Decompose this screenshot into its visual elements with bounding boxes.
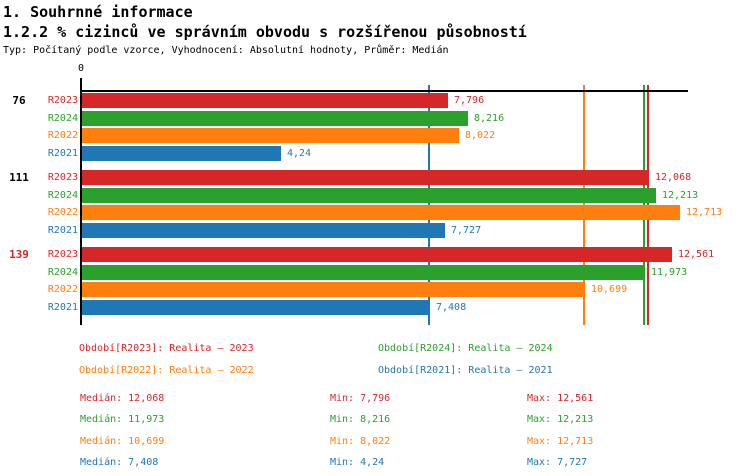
bar-R2024-76 — [82, 110, 468, 126]
stats-min-R2023: Min: 7,796 — [330, 393, 391, 404]
series-label-R2022: R2022 — [47, 207, 78, 218]
stats-min-R2024: Min: 8,216 — [330, 414, 391, 425]
stats-max-R2021: Max: 7,727 — [527, 457, 588, 468]
series-label-R2024: R2024 — [47, 112, 78, 124]
bar-R2024-139 — [82, 264, 645, 280]
series-label-R2024: R2024 — [47, 189, 78, 201]
axis-zero-label: 0 — [77, 63, 85, 74]
legend-item-R2023: Období[R2023]: Realita – 2023 — [79, 343, 254, 354]
stats-max-R2022: Max: 12,713 — [527, 436, 594, 447]
bar-R2021-111 — [82, 222, 445, 238]
bar-R2023-76 — [82, 93, 448, 108]
bar-R2024-111 — [82, 187, 656, 203]
series-label-R2021: R2021 — [47, 147, 78, 159]
legend-item-R2021: Období[R2021]: Realita – 2021 — [378, 365, 553, 376]
group-label: 76 — [12, 94, 26, 107]
bar-value-label: 12,068 — [655, 172, 692, 183]
bar-value-label: 7,796 — [454, 95, 485, 106]
bar-value-label: 8,022 — [465, 130, 496, 141]
chart-meta: Typ: Počítaný podle vzorce, Vyhodnocení:… — [3, 45, 449, 56]
bar-R2021-139 — [82, 299, 430, 315]
stats-median-R2021: Medián: 7,408 — [80, 457, 159, 468]
x-axis-line — [80, 90, 688, 92]
bar-R2021-76 — [82, 145, 281, 161]
bar-R2022-139 — [82, 282, 585, 297]
page-title: 1. Souhrnné informace — [3, 3, 193, 21]
group-label: 139 — [9, 248, 29, 261]
stats-median-R2024: Medián: 11,973 — [80, 414, 165, 425]
bar-value-label: 7,408 — [436, 301, 467, 313]
legend-item-R2022: Období[R2022]: Realita – 2022 — [79, 365, 254, 376]
legend-item-R2024: Období[R2024]: Realita – 2024 — [378, 343, 553, 354]
bar-value-label: 12,213 — [662, 189, 699, 201]
series-label-R2023: R2023 — [47, 95, 78, 106]
stats-median-R2022: Medián: 10,699 — [80, 436, 165, 447]
bar-value-label: 10,699 — [591, 284, 628, 295]
bar-R2022-76 — [82, 128, 459, 143]
y-axis-line — [80, 78, 82, 325]
bar-value-label: 8,216 — [474, 112, 505, 124]
bar-R2022-111 — [82, 205, 680, 220]
stats-median-R2023: Medián: 12,068 — [80, 393, 165, 404]
series-label-R2021: R2021 — [47, 301, 78, 313]
stats-max-R2024: Max: 12,213 — [527, 414, 594, 425]
bar-value-label: 4,24 — [287, 147, 312, 159]
bar-value-label: 12,713 — [686, 207, 723, 218]
stats-min-R2021: Min: 4,24 — [330, 457, 385, 468]
group-label: 111 — [9, 171, 29, 184]
series-label-R2021: R2021 — [47, 224, 78, 236]
bar-R2023-111 — [82, 170, 649, 185]
series-label-R2024: R2024 — [47, 266, 78, 278]
bar-value-label: 7,727 — [451, 224, 482, 236]
series-label-R2022: R2022 — [47, 284, 78, 295]
bar-value-label: 11,973 — [651, 266, 688, 278]
bar-value-label: 12,561 — [678, 249, 715, 260]
chart-title: 1.2.2 % cizinců ve správním obvodu s roz… — [3, 23, 527, 41]
stats-max-R2023: Max: 12,561 — [527, 393, 594, 404]
series-label-R2023: R2023 — [47, 172, 78, 183]
stats-min-R2022: Min: 8,022 — [330, 436, 391, 447]
bar-R2023-139 — [82, 247, 672, 262]
series-label-R2023: R2023 — [47, 249, 78, 260]
series-label-R2022: R2022 — [47, 130, 78, 141]
